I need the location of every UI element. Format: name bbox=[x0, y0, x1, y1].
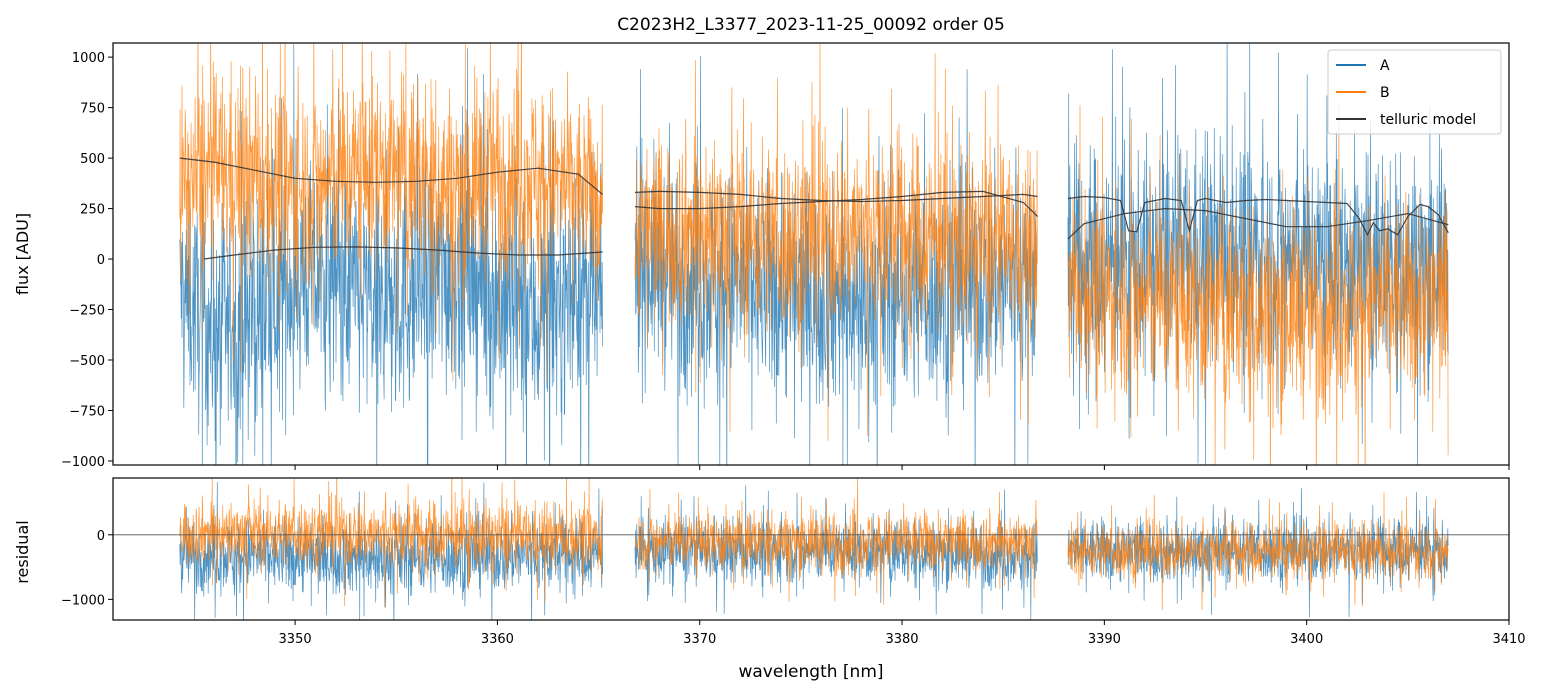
main-ytick-label: 1000 bbox=[72, 51, 105, 66]
chart-title: C2023H2_L3377_2023-11-25_00092 order 05 bbox=[617, 15, 1005, 35]
telluric-model-curve-2 bbox=[203, 246, 603, 260]
residual-y-ticks: −1000 0 bbox=[61, 529, 113, 608]
residual-series-area bbox=[179, 478, 1449, 620]
xtick-label: 3400 bbox=[1290, 632, 1323, 647]
x-axis-label: wavelength [nm] bbox=[738, 662, 883, 682]
main-ytick-label: 750 bbox=[80, 102, 105, 117]
main-ytick-label: 0 bbox=[97, 253, 105, 268]
main-ytick-label: 500 bbox=[80, 152, 105, 167]
legend-box bbox=[1327, 49, 1502, 135]
residual-panel: −1000 0 3350 3360 3370 3380 3390 3400 3410 resi… bbox=[13, 477, 1526, 647]
legend-label-b: B bbox=[1380, 85, 1390, 101]
telluric-model-curve-5 bbox=[1067, 207, 1449, 240]
main-ytick-label: −750 bbox=[69, 404, 105, 419]
main-y-ticks: −1000 −750 −500 −250 0 250 500 750 1000 bbox=[61, 51, 113, 470]
xtick-label: 3370 bbox=[683, 632, 716, 647]
main-ytick-label: −250 bbox=[69, 304, 105, 319]
main-ytick-label: −500 bbox=[69, 354, 105, 369]
residual-panel-frame bbox=[112, 477, 1510, 621]
xtick-label: 3380 bbox=[885, 632, 918, 647]
main-panel: −1000 −750 −500 −250 0 250 500 750 1000 flux [AD… bbox=[13, 42, 1510, 470]
main-panel-frame bbox=[112, 42, 1510, 466]
main-ytick-label: −1000 bbox=[61, 455, 105, 470]
telluric-model-curve-4 bbox=[634, 190, 1039, 218]
xtick-label: 3360 bbox=[481, 632, 514, 647]
series-b-residual-line bbox=[179, 478, 1449, 611]
series-a-main-line bbox=[179, 43, 1449, 465]
xtick-label: 3410 bbox=[1492, 632, 1525, 647]
telluric-model-curve-6 bbox=[1067, 195, 1449, 237]
legend-label-telluric-model: telluric model bbox=[1380, 112, 1476, 128]
main-y-axis-label: flux [ADU] bbox=[13, 213, 32, 295]
residual-ytick-label: 0 bbox=[97, 529, 105, 544]
series-b-main-line bbox=[179, 43, 1449, 465]
xtick-label: 3350 bbox=[279, 632, 312, 647]
xtick-label: 3390 bbox=[1088, 632, 1121, 647]
residual-x-ticks: 3350 3360 3370 3380 3390 3400 3410 bbox=[279, 620, 1526, 647]
main-ytick-label: 250 bbox=[80, 203, 105, 218]
main-x-ticks bbox=[294, 465, 1510, 470]
legend: A B telluric model bbox=[1327, 49, 1502, 135]
residual-ytick-label: −1000 bbox=[61, 593, 105, 608]
residual-y-axis-label: residual bbox=[13, 520, 32, 583]
telluric-model-curve-1 bbox=[179, 157, 603, 195]
main-series-area bbox=[179, 43, 1449, 465]
legend-label-a: A bbox=[1380, 58, 1390, 74]
